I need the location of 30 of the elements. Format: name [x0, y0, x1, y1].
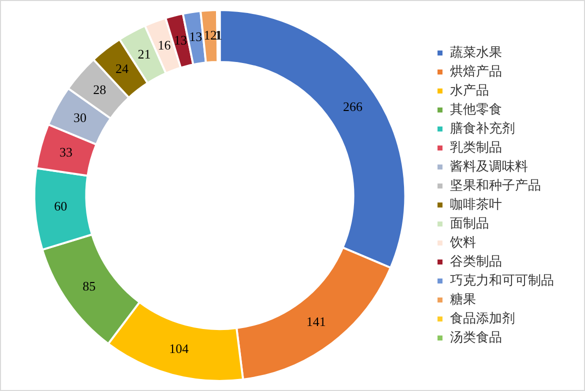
legend-label: 糖果: [450, 292, 476, 308]
legend-label: 坚果和种子产品: [450, 178, 541, 194]
data-label: 21: [138, 46, 151, 62]
legend-label: 蔬菜水果: [450, 45, 502, 60]
data-label: 28: [93, 82, 106, 97]
data-label: 24: [116, 60, 130, 76]
legend-label: 水产品: [450, 83, 489, 98]
data-label: 266: [342, 98, 363, 114]
legend-label: 巧克力和可可制品: [450, 273, 554, 288]
data-label: 60: [54, 198, 68, 214]
legend-label: 食品添加剂: [450, 310, 515, 326]
data-label: 12: [204, 28, 217, 43]
legend-label: 酱料及调味料: [450, 159, 528, 174]
legend-label: 咖啡茶叶: [450, 197, 502, 212]
data-label: 30: [74, 110, 87, 125]
data-label: 33: [60, 144, 73, 160]
legend-label: 膳食补充剂: [450, 120, 515, 136]
legend-label: 饮料: [449, 235, 476, 250]
legend-label: 面制品: [450, 216, 489, 232]
data-label: 16: [158, 37, 172, 52]
data-label: 13: [174, 32, 188, 48]
data-label: 141: [306, 314, 326, 330]
legend-label: 其他零食: [450, 102, 502, 118]
data-label: 85: [82, 278, 96, 294]
legend-label: 乳类制品: [450, 140, 502, 156]
data-label: 104: [169, 341, 190, 356]
data-label: 13: [189, 29, 202, 44]
legend-label: 汤类食品: [450, 330, 502, 346]
legend-label: 谷类制品: [450, 254, 502, 270]
legend-label: 烘焙产品: [450, 64, 502, 80]
